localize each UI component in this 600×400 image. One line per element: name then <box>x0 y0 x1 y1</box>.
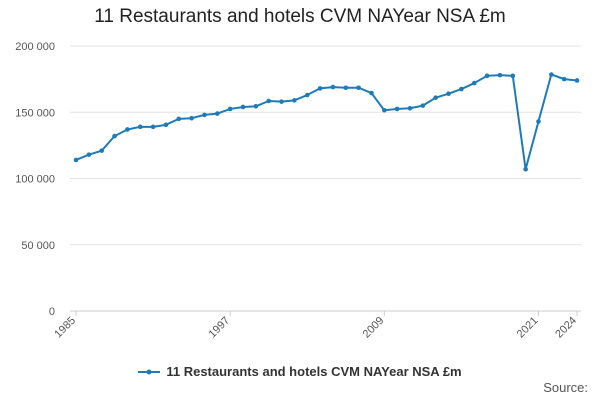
data-point <box>137 124 143 130</box>
series-line <box>75 73 578 171</box>
data-point <box>407 105 413 111</box>
data-point <box>510 73 516 79</box>
data-point <box>86 152 92 157</box>
y-tick-label: 150 000 <box>15 107 55 119</box>
data-point <box>266 98 271 104</box>
data-point <box>549 72 554 77</box>
data-point <box>176 116 182 122</box>
y-tick-label: 0 <box>49 306 55 318</box>
data-point <box>330 84 336 90</box>
data-point <box>561 76 567 82</box>
data-point <box>446 91 451 96</box>
x-tick-label: 1997 <box>206 315 232 341</box>
data-point <box>433 95 438 100</box>
data-point <box>304 92 310 98</box>
data-point <box>394 106 400 112</box>
data-point <box>279 99 284 104</box>
data-point <box>253 103 259 109</box>
legend-label: 11 Restaurants and hotels CVM NAYear NSA… <box>166 364 462 379</box>
data-point <box>459 86 464 92</box>
x-tick-label: 1985 <box>52 315 78 341</box>
data-point <box>163 122 169 128</box>
data-point <box>420 103 426 108</box>
x-tick-label: 2021 <box>515 315 541 341</box>
data-point <box>484 73 490 79</box>
data-point <box>227 106 233 112</box>
chart-title: 11 Restaurants and hotels CVM NAYear NSA… <box>94 6 506 27</box>
data-point <box>574 78 580 83</box>
data-point <box>356 85 361 91</box>
data-point <box>317 86 323 91</box>
data-point <box>99 148 104 153</box>
y-tick-label: 200 000 <box>15 41 55 53</box>
data-point <box>497 72 503 78</box>
chart-legend: 11 Restaurants and hotels CVM NAYear NSA… <box>0 364 600 379</box>
data-point <box>112 133 117 139</box>
data-point <box>523 166 528 172</box>
data-point <box>369 90 374 96</box>
data-point <box>471 80 477 86</box>
data-point <box>536 119 541 124</box>
data-point <box>150 124 156 130</box>
data-point <box>240 104 246 110</box>
legend-line-marker-icon <box>138 369 161 374</box>
data-point <box>202 112 207 118</box>
y-tick-label: 50 000 <box>21 240 55 252</box>
data-point <box>189 115 194 121</box>
source-label: Source: <box>543 380 588 395</box>
x-tick-label: 2009 <box>361 315 387 341</box>
x-tick-label: 2024 <box>553 315 579 341</box>
y-tick-label: 100 000 <box>15 174 55 186</box>
data-point <box>125 127 130 132</box>
data-point <box>73 157 79 163</box>
data-point <box>382 107 387 113</box>
data-point <box>292 98 297 103</box>
data-point <box>343 85 349 91</box>
data-point <box>215 111 220 116</box>
